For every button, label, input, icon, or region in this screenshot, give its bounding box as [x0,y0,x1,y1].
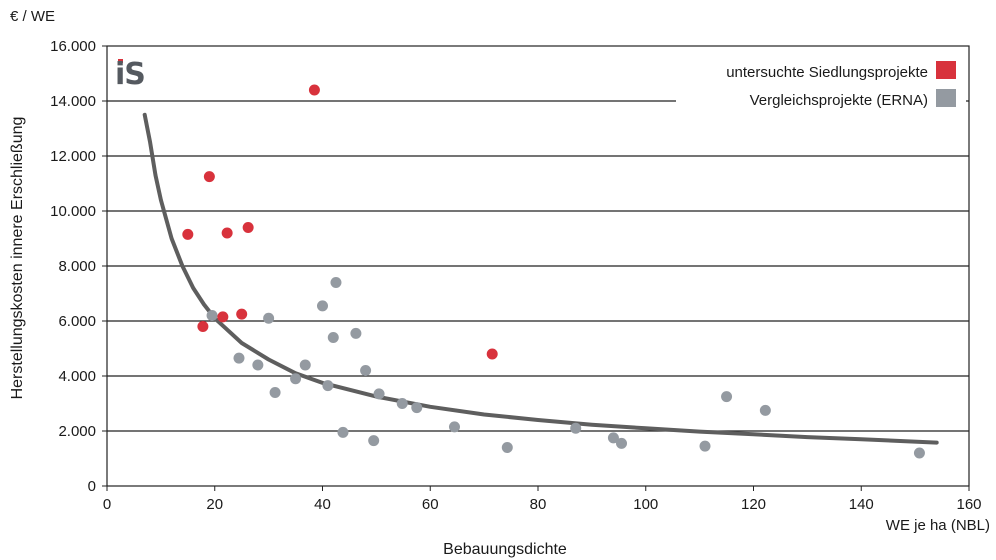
y-tick-label: 0 [88,478,96,495]
x-tick-label: 140 [849,496,874,513]
point-vergleichsprojekt [699,440,711,452]
logo-text: iS [115,57,145,92]
legend-label-vergleichsprojekte: Vergleichsprojekte (ERNA) [750,92,928,109]
y-tick-labels: 0 2.000 4.000 6.000 8.000 10.000 12.000 14.000 1… [50,38,107,495]
point-vergleichsprojekt [269,387,281,398]
point-vergleichsprojekt [350,327,362,339]
x-tick-label: 40 [314,496,331,513]
point-vergleichsprojekt [373,388,385,400]
point-vergleichsprojekt [337,426,349,438]
point-siedlungsprojekt [221,227,233,239]
y-tick-label: 12.000 [50,148,96,165]
point-vergleichsprojekt [570,422,582,434]
point-vergleichsprojekt [616,437,628,449]
point-vergleichsprojekt [252,359,264,371]
point-vergleichsprojekt [396,398,408,409]
y-unit-label: € / WE [10,8,55,25]
point-siedlungsprojekt [217,311,229,323]
legend-swatch-vergleichsprojekte [936,89,956,107]
point-vergleichsprojekt [759,404,771,416]
point-vergleichsprojekt [290,373,302,385]
x-tick-label: 160 [956,496,981,513]
data-points [182,84,925,459]
y-tick-label: 16.000 [50,38,96,55]
point-vergleichsprojekt [206,310,218,321]
point-vergleichsprojekt [721,391,733,403]
point-vergleichsprojekt [327,332,339,343]
point-vergleichsprojekt [913,447,925,459]
x-tick-label: 100 [633,496,658,513]
y-axis-title: Herstellungskosten innere Erschließung [9,117,26,400]
logo: iS [115,57,146,92]
point-siedlungsprojekt [182,228,194,240]
point-vergleichsprojekt [448,421,460,433]
y-tick-label: 14.000 [50,93,96,110]
point-vergleichsprojekt [368,435,380,447]
point-siedlungsprojekt [242,222,254,233]
point-vergleichsprojekt [317,300,328,312]
point-vergleichsprojekt [607,432,619,444]
gridlines [107,100,969,432]
x-tick-label: 20 [206,496,223,513]
legend-background [676,58,966,116]
legend: untersuchte Siedlungsprojekte Vergleichs… [676,58,966,116]
point-vergleichsprojekt [263,312,275,324]
y-tick-label: 8.000 [58,258,96,275]
point-vergleichsprojekt [233,352,245,364]
trendline [142,112,939,445]
x-tick-label: 60 [422,496,439,513]
point-vergleichsprojekt [322,380,334,392]
point-vergleichsprojekt [360,365,372,376]
point-vergleichsprojekt [299,359,311,371]
point-siedlungsprojekt [203,171,215,183]
logo-accent [118,59,123,63]
point-siedlungsprojekt [197,321,209,332]
legend-swatch-siedlungsprojekte [936,61,956,79]
x-axis-title: Bebauungsdichte [443,541,567,558]
point-vergleichsprojekt [330,277,342,288]
legend-label-siedlungsprojekte: untersuchte Siedlungsprojekte [726,64,928,81]
y-tick-label: 2.000 [58,423,96,440]
y-tick-label: 10.000 [50,203,96,220]
x-tick-label: 0 [103,496,111,513]
point-vergleichsprojekt [501,442,513,453]
y-tick-label: 4.000 [58,368,96,385]
point-vergleichsprojekt [411,402,423,414]
trendline-group [142,112,939,445]
x-tick-label: 80 [530,496,547,513]
point-siedlungsprojekt [308,84,320,96]
point-siedlungsprojekt [236,308,248,320]
y-tick-label: 6.000 [58,313,96,330]
point-siedlungsprojekt [486,348,498,360]
x-tick-label: 120 [741,496,766,513]
x-unit-label: WE je ha (NBL) [886,517,990,534]
x-tick-labels: 0 20 40 60 80 100 120 140 160 [103,486,982,513]
